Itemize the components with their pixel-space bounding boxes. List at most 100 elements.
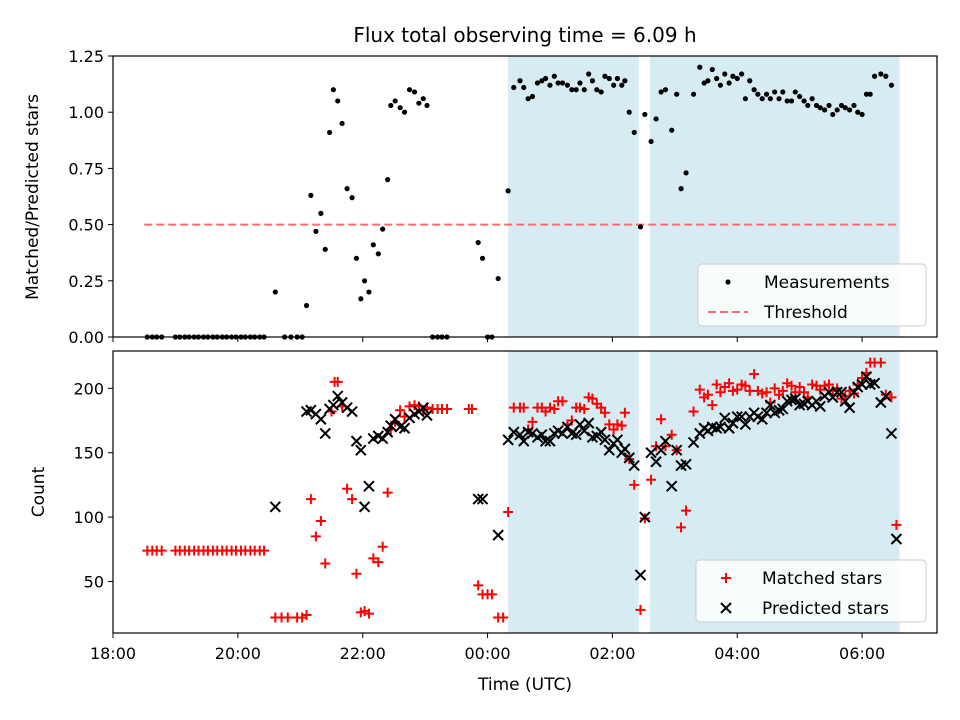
- matched-star-point: [587, 393, 598, 404]
- predicted-star-point: [880, 390, 892, 402]
- legend-marker: [725, 279, 731, 285]
- predicted-star-point: [502, 434, 514, 446]
- measurement-point: [826, 102, 832, 109]
- measurement-point: [388, 102, 394, 109]
- predicted-star-point: [476, 493, 489, 505]
- matched-star-point: [315, 515, 326, 526]
- legend-marker: [720, 602, 732, 614]
- matched-star-point: [749, 369, 760, 380]
- predicted-star-point: [735, 410, 748, 423]
- observing-span-0: [508, 351, 639, 633]
- predicted-star-point: [492, 529, 504, 541]
- x-tick-label: 20:00: [215, 644, 261, 663]
- y-tick-label: 100: [73, 508, 104, 527]
- predicted-star-point: [777, 403, 789, 415]
- matched-star-point: [310, 531, 321, 542]
- matched-star-point: [579, 403, 590, 414]
- matched-star-point: [351, 568, 362, 579]
- matched-star-point: [711, 379, 722, 390]
- predicted-star-point: [760, 407, 773, 419]
- measurement-point: [559, 80, 566, 86]
- predicted-star-point: [655, 444, 667, 456]
- x-tick-label: 22:00: [340, 644, 386, 663]
- measurement-point: [370, 242, 376, 248]
- predicted-star-point: [623, 452, 635, 464]
- measurement-point: [759, 96, 765, 102]
- matched-star-point: [875, 357, 886, 368]
- measurement-point: [622, 78, 628, 84]
- matched-star-point: [740, 380, 751, 391]
- matched-star-point: [824, 379, 835, 390]
- series-measurements: [144, 64, 895, 340]
- measurement-point: [534, 80, 541, 86]
- measurement-point: [416, 100, 422, 106]
- measurement-point: [272, 289, 278, 295]
- measurement-point: [594, 87, 600, 93]
- predicted-star-point: [389, 413, 401, 425]
- matched-star-point: [549, 403, 560, 414]
- predicted-star-point: [508, 426, 520, 438]
- measurement-point: [529, 93, 536, 100]
- measurement-point: [611, 82, 617, 88]
- matched-star-point: [629, 479, 640, 490]
- measurement-point: [780, 89, 786, 95]
- measurement-point: [714, 75, 720, 82]
- predicted-star-point: [603, 444, 615, 456]
- predicted-star-point: [544, 435, 556, 447]
- predicted-star-point: [417, 401, 429, 414]
- measurement-point: [411, 89, 418, 95]
- predicted-star-point: [789, 392, 802, 405]
- bottom-panel-counts: 50 100 150 200 18:00 20:00 22:00 00:00 02:00 04:0…: [73, 350, 938, 663]
- matched-star-point: [676, 522, 687, 533]
- matched-star-point: [761, 387, 772, 398]
- matched-star-point: [320, 558, 331, 569]
- matched-star-point: [646, 474, 657, 485]
- matched-star-point: [891, 519, 902, 530]
- measurement-point: [344, 186, 350, 192]
- y-tick-label: 1.25: [68, 47, 104, 66]
- measurement-point: [569, 87, 575, 93]
- matched-star-point: [769, 383, 780, 394]
- predicted-star-point: [574, 418, 586, 431]
- matched-star-point: [724, 378, 735, 389]
- top-y-axis-label: Matched/Predicted stars: [23, 94, 43, 300]
- measurement-point: [751, 87, 757, 93]
- matched-star-point: [786, 380, 797, 391]
- predicted-star-point: [315, 413, 327, 425]
- measurement-point: [525, 96, 531, 102]
- matched-star-point: [574, 402, 585, 413]
- measurement-point: [648, 138, 654, 145]
- matched-star-point: [332, 376, 343, 387]
- predicted-star-point: [739, 418, 752, 431]
- measurement-point: [406, 87, 413, 93]
- predicted-star-point: [785, 394, 798, 406]
- x-tick-label: 04:00: [714, 644, 760, 663]
- predicted-star-point: [269, 501, 282, 513]
- measurement-point: [669, 127, 675, 133]
- measurement-point: [392, 98, 398, 104]
- predicted-star-point: [687, 436, 700, 449]
- predicted-star-point: [831, 386, 843, 398]
- y-tick-label: 0.00: [68, 328, 104, 347]
- predicted-star-point: [835, 386, 848, 398]
- predicted-star-point: [363, 480, 375, 492]
- y-tick-label: 50: [84, 572, 104, 591]
- measurement-point: [495, 275, 501, 282]
- measurement-point: [385, 177, 391, 183]
- matched-star-point: [498, 612, 509, 623]
- measurement-point: [792, 89, 798, 95]
- measurement-point: [401, 109, 408, 115]
- legend-label: Measurements: [764, 273, 890, 293]
- matched-star-point: [347, 494, 358, 505]
- measurement-point: [755, 91, 761, 97]
- predicted-star-point: [634, 569, 647, 581]
- series-predicted-stars: [269, 371, 903, 581]
- measurement-point: [805, 102, 811, 109]
- measurement-point: [678, 186, 684, 192]
- measurement-point: [705, 78, 711, 84]
- chart-title: Flux total observing time = 6.09 h: [353, 23, 696, 47]
- measurement-point: [475, 239, 481, 246]
- measurement-point: [505, 188, 511, 194]
- matched-star-point: [259, 545, 270, 556]
